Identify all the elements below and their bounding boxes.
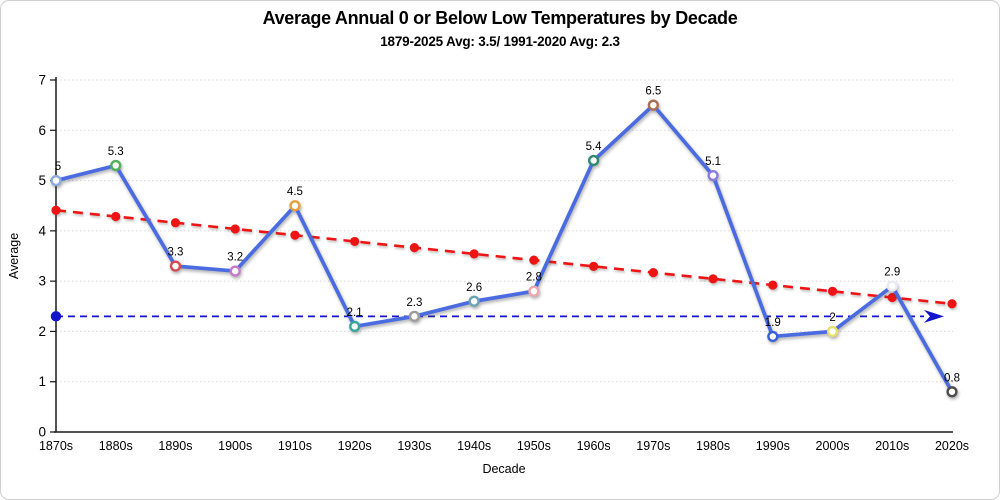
trend-marker (648, 267, 658, 278)
trend-marker (230, 224, 240, 234)
x-tick-label: 1870s (39, 439, 73, 453)
data-point-label: 5 (55, 161, 61, 173)
data-point-label: 2.9 (884, 267, 900, 279)
x-tick-label: 1900s (218, 439, 252, 453)
y-tick-label: 4 (38, 223, 46, 238)
x-tick-label: 2010s (875, 439, 909, 453)
data-point-label: 5.4 (586, 141, 603, 153)
data-point-label: 3.2 (227, 252, 243, 264)
data-point-marker (587, 154, 600, 167)
x-tick-label: 2020s (935, 439, 969, 453)
x-tick-label: 2000s (816, 439, 850, 453)
x-tick-label: 1990s (756, 439, 790, 453)
trend-marker (409, 243, 419, 253)
data-point-marker (886, 280, 898, 292)
data-point-label: 2.6 (466, 282, 482, 294)
trend-marker (170, 218, 181, 228)
x-tick-label: 1960s (577, 439, 611, 453)
y-tick-label: 3 (38, 274, 46, 289)
x-tick-label: 1980s (696, 439, 730, 453)
data-point-marker (50, 174, 62, 187)
data-point-marker (169, 260, 182, 272)
trend-marker (589, 261, 599, 271)
y-axis-title: Average (7, 233, 21, 279)
data-point-label: 2 (829, 312, 835, 324)
axes: 0 1 2 3 4 5 6 7 1870s 1880s 1890s 1900s 1910s 1920s 19… (7, 73, 969, 477)
data-point-label: 2.8 (526, 272, 542, 284)
trend-marker (827, 286, 838, 296)
data-point-marker (110, 159, 122, 172)
main-series (50, 99, 958, 398)
x-tick-label: 1950s (517, 439, 551, 453)
data-point-marker (468, 295, 480, 307)
x-tick-label: 1890s (158, 439, 192, 453)
data-point-label: 4.5 (287, 186, 303, 198)
data-point-marker (946, 386, 958, 398)
trend-marker (469, 249, 479, 259)
data-point-label: 3.3 (167, 247, 183, 259)
data-point-marker (767, 330, 779, 343)
y-tick-label: 1 (38, 374, 46, 389)
data-point-marker (647, 99, 659, 111)
data-labels: 5 5.3 3.3 3.2 4.5 2.1 2.3 2.6 2.8 5.4 6.5 5.1 1.9 2 2.… (55, 86, 960, 385)
x-tick-label: 1970s (636, 439, 670, 453)
gridlines (56, 79, 953, 383)
trend-marker (887, 292, 897, 303)
data-point-label: 5.3 (108, 146, 124, 158)
x-tick-label: 1930s (397, 439, 431, 453)
reference-arrow-icon (924, 309, 944, 323)
data-point-marker (826, 325, 839, 338)
x-tick-label: 1940s (457, 439, 491, 453)
trend-marker (947, 299, 957, 309)
trendline-series (51, 205, 957, 309)
data-point-marker (707, 169, 719, 182)
data-point-label: 5.1 (705, 156, 721, 168)
x-tick-label: 1880s (99, 439, 133, 453)
data-point-label: 2.3 (406, 297, 422, 309)
trend-marker (350, 236, 360, 247)
trend-marker (111, 211, 121, 222)
series-line (54, 103, 954, 394)
x-tick-label: 1910s (278, 439, 312, 453)
data-point-marker (229, 265, 241, 277)
chart-title: Average Annual 0 or Below Low Temperatur… (262, 8, 738, 28)
trend-marker (290, 230, 300, 240)
trend-marker (51, 205, 61, 215)
trendline (55, 208, 953, 306)
y-tick-label: 6 (38, 123, 46, 138)
data-point-label: 2.1 (347, 307, 363, 319)
trend-marker (708, 274, 718, 284)
data-point-label: 0.8 (944, 372, 960, 384)
y-tick-label: 7 (38, 73, 46, 88)
data-point-marker (408, 310, 421, 322)
trend-marker (529, 255, 539, 265)
x-tick-label: 1920s (338, 439, 372, 453)
trend-marker (768, 280, 778, 290)
y-tick-label: 2 (38, 324, 46, 339)
data-point-marker (349, 320, 361, 333)
data-point-label: 1.9 (765, 317, 781, 329)
y-tick-label: 5 (38, 173, 46, 188)
y-tick-label: 0 (38, 425, 46, 440)
data-point-marker (528, 285, 540, 297)
data-point-marker (289, 200, 301, 212)
chart-subtitle: 1879-2025 Avg: 3.5/ 1991-2020 Avg: 2.3 (380, 34, 620, 49)
data-point-label: 6.5 (645, 86, 661, 98)
reference-line-group (50, 309, 944, 323)
x-axis-title: Decade (482, 462, 525, 476)
